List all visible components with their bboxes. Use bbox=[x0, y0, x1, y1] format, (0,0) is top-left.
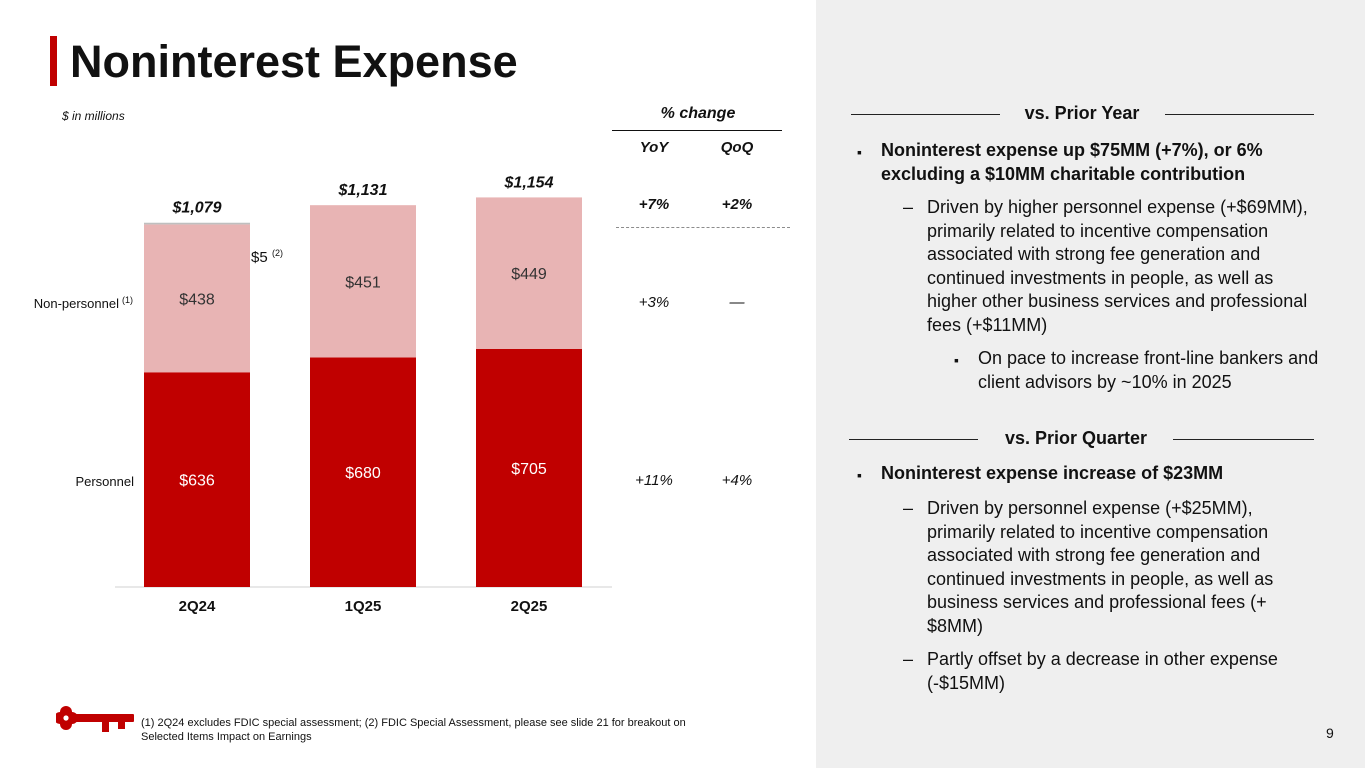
bar-fdic bbox=[144, 222, 250, 225]
prior-year-heading: vs. Prior Year bbox=[1024, 103, 1140, 123]
page-title: Noninterest Expense bbox=[70, 36, 518, 87]
footnote: (1) 2Q24 excludes FDIC special assessmen… bbox=[141, 717, 686, 743]
total-yoy: +7% bbox=[638, 196, 670, 213]
pct-change-header: % change bbox=[660, 105, 736, 122]
prior-quarter-sub-bullet-1: – Driven by personnel expense (+$25MM), … bbox=[903, 497, 1323, 638]
square-bullet-icon: ▪ bbox=[954, 352, 959, 368]
prior-quarter-heading: vs. Prior Quarter bbox=[1004, 428, 1148, 448]
prior-quarter-rule-right bbox=[1173, 439, 1314, 440]
pct-change-header-rule bbox=[612, 130, 782, 131]
x-tick-label: 2Q25 bbox=[511, 598, 548, 615]
prior-year-sub-bullet-2: ▪ On pace to increase front-line bankers… bbox=[954, 347, 1324, 394]
bar-nonpersonnel bbox=[144, 224, 250, 373]
prior-year-rule-left bbox=[851, 114, 1000, 115]
qoq-header: QoQ bbox=[720, 139, 754, 156]
prior-year-sub1-text: Driven by higher personnel expense (+$69… bbox=[927, 197, 1308, 335]
right-panel bbox=[816, 0, 1365, 768]
yoy-header: YoY bbox=[639, 139, 669, 156]
bar-total-label: $1,154 bbox=[504, 174, 554, 191]
prior-year-sub-bullet-1: – Driven by higher personnel expense (+$… bbox=[903, 196, 1323, 337]
bar-personnel bbox=[310, 357, 416, 587]
dash-bullet-icon: – bbox=[903, 197, 914, 217]
personnel-yoy: +11% bbox=[635, 472, 673, 489]
prior-year-sub2-text: On pace to increase front-line bankers a… bbox=[978, 348, 1319, 392]
data-label-nonpersonnel: $438 bbox=[179, 291, 215, 308]
nonpersonnel-yoy: +3% bbox=[638, 294, 670, 311]
title-accent-bar bbox=[50, 36, 57, 86]
pct-change-divider bbox=[616, 227, 790, 228]
data-label-nonpersonnel: $449 bbox=[511, 266, 547, 283]
total-qoq: +2% bbox=[721, 196, 753, 213]
bar-total-label: $1,079 bbox=[172, 200, 222, 217]
nonpersonnel-qoq: — bbox=[729, 294, 745, 311]
square-bullet-icon: ▪ bbox=[857, 144, 862, 160]
personnel-qoq: +4% bbox=[721, 472, 753, 489]
fdic-callout-footnote: (2) bbox=[272, 248, 283, 258]
series-label-personnel: Personnel bbox=[75, 474, 134, 489]
prior-quarter-sub1-text: Driven by personnel expense (+$25MM), pr… bbox=[927, 498, 1274, 636]
x-tick-label: 1Q25 bbox=[345, 598, 382, 615]
bar-nonpersonnel bbox=[310, 205, 416, 358]
prior-quarter-rule-left bbox=[849, 439, 978, 440]
data-label-personnel: $636 bbox=[179, 473, 215, 490]
square-bullet-icon: ▪ bbox=[857, 467, 862, 483]
fdic-callout-value: $5 bbox=[251, 249, 268, 266]
prior-quarter-main-bullet: ▪ Noninterest expense increase of $23MM bbox=[857, 462, 1317, 486]
x-tick-label: 2Q24 bbox=[179, 598, 216, 615]
dash-bullet-icon: – bbox=[903, 649, 914, 669]
key-icon bbox=[56, 706, 134, 732]
dash-bullet-icon: – bbox=[903, 498, 914, 518]
data-label-nonpersonnel: $451 bbox=[345, 274, 381, 291]
bar-personnel bbox=[144, 372, 250, 587]
bar-nonpersonnel bbox=[476, 197, 582, 349]
data-label-personnel: $680 bbox=[345, 465, 381, 482]
prior-year-main-text: Noninterest expense up $75MM (+7%), or 6… bbox=[881, 140, 1263, 184]
stacked-bar-chart: $636 $438 $1,079 2Q24 $680 $451 $1,131 1Q25 $705… bbox=[34, 174, 612, 615]
series-label-nonpersonnel: Non-personnel bbox=[34, 296, 119, 311]
data-label-personnel: $705 bbox=[511, 461, 547, 478]
prior-quarter-sub2-text: Partly offset by a decrease in other exp… bbox=[927, 649, 1278, 693]
bar-total-label: $1,131 bbox=[338, 182, 388, 199]
prior-quarter-main-text: Noninterest expense increase of $23MM bbox=[881, 463, 1224, 483]
bar-personnel bbox=[476, 348, 582, 587]
prior-year-main-bullet: ▪ Noninterest expense up $75MM (+7%), or… bbox=[857, 139, 1317, 186]
units-note: $ in millions bbox=[62, 109, 125, 123]
page-number: 9 bbox=[1326, 725, 1334, 741]
prior-year-rule-right bbox=[1165, 114, 1314, 115]
series-label-nonpersonnel-footnote: (1) bbox=[122, 295, 133, 305]
prior-quarter-sub-bullet-2: – Partly offset by a decrease in other e… bbox=[903, 648, 1323, 695]
